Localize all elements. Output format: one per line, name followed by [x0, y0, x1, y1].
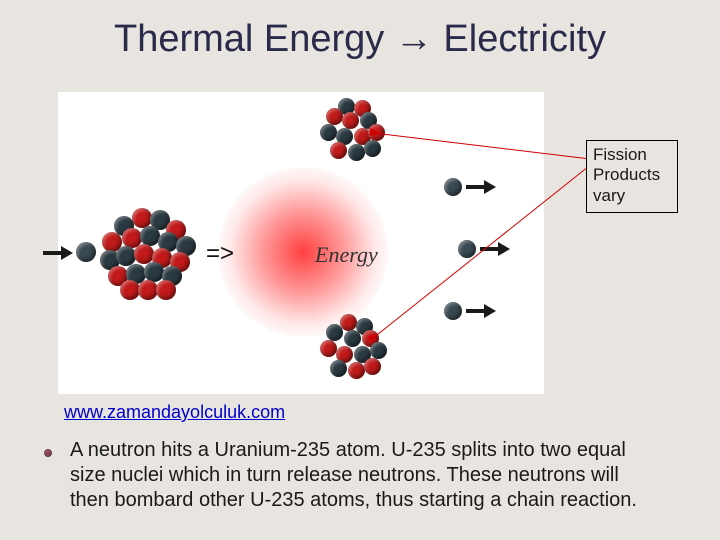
- incoming-neutron-arrow: [43, 246, 73, 260]
- uranium-235-nucleus: [100, 206, 196, 302]
- annotation-arrow-head: [370, 128, 381, 137]
- fission-product-bottom: [320, 314, 386, 380]
- annotation-line-3: vary: [593, 186, 625, 205]
- source-link[interactable]: www.zamandayolculuk.com: [64, 402, 285, 423]
- emitted-neutron-1: [444, 178, 462, 196]
- emitted-neutron-3-arrow: [466, 304, 496, 318]
- energy-label: Energy: [315, 242, 378, 268]
- fission-diagram: Energy =>: [58, 92, 544, 394]
- implies-symbol: =>: [206, 240, 234, 268]
- emitted-neutron-2: [458, 240, 476, 258]
- emitted-neutron-3: [444, 302, 462, 320]
- bullet-icon: [44, 449, 52, 457]
- incoming-neutron: [76, 242, 96, 262]
- annotation-line-1: Fission: [593, 145, 647, 164]
- annotation-fission-products: Fission Products vary: [586, 140, 678, 213]
- emitted-neutron-1-arrow: [466, 180, 496, 194]
- slide-title: Thermal Energy → Electricity: [0, 18, 720, 61]
- caption-text: A neutron hits a Uranium-235 atom. U-235…: [70, 438, 660, 513]
- annotation-line-2: Products: [593, 165, 660, 184]
